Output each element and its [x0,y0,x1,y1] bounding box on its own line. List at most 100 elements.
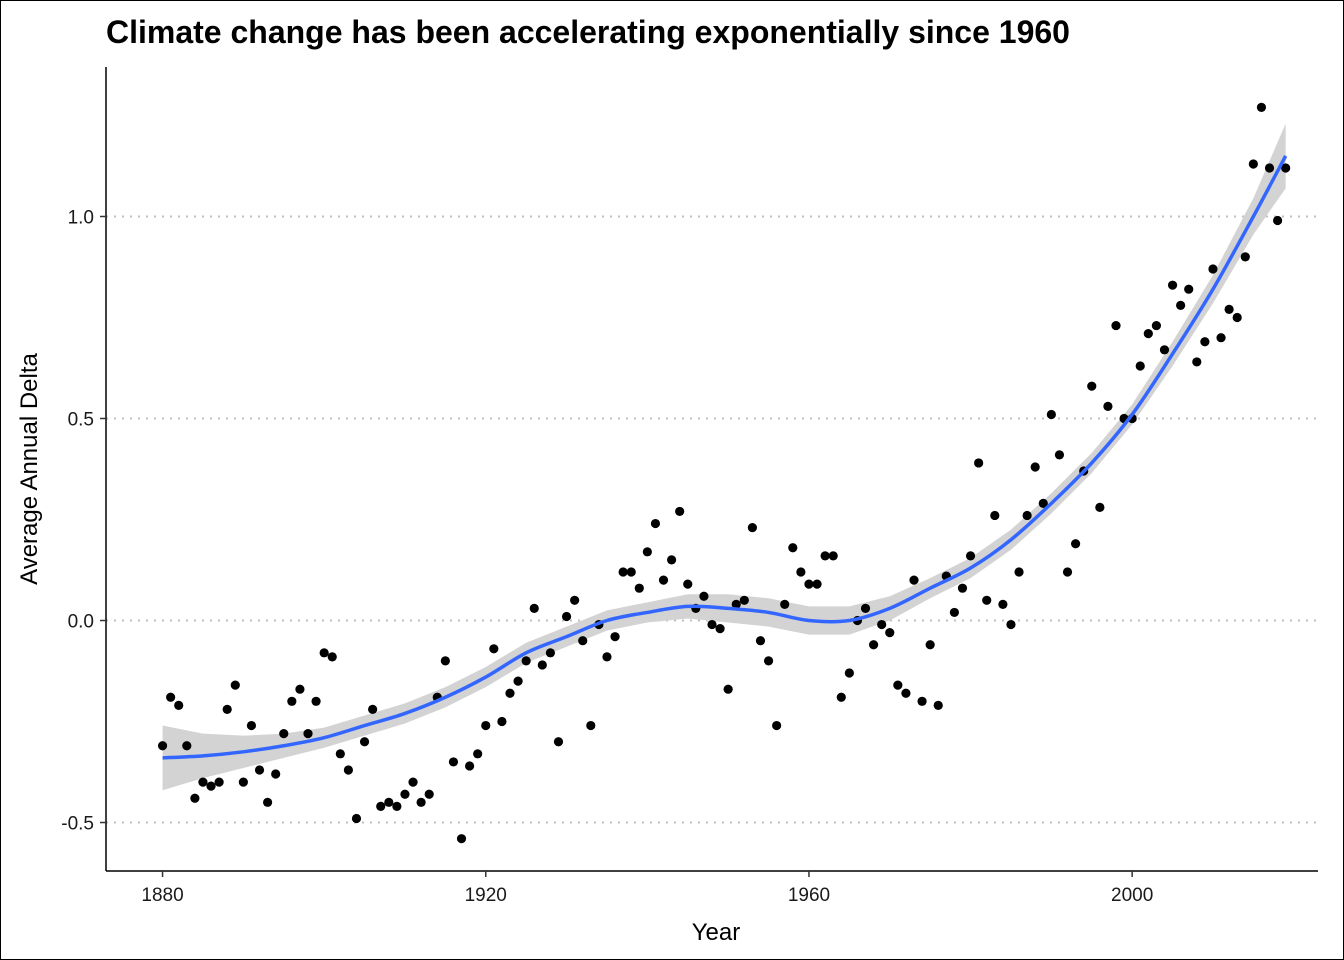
data-point [1240,252,1250,262]
data-point [473,749,483,759]
data-point [553,737,564,747]
data-point [440,656,450,666]
data-point [925,640,935,650]
data-point [1087,381,1097,391]
y-axis-label: Average Annual Delta [16,352,43,584]
data-point [877,619,887,630]
data-point [368,704,378,714]
data-point [271,769,281,779]
data-point [1167,280,1178,290]
data-point [279,729,289,739]
data-point [885,628,895,638]
y-tick-label: 0.0 [68,612,94,633]
data-point [1014,567,1024,577]
data-point [804,579,814,589]
data-point [618,567,628,577]
x-tick-label: 2000 [1111,885,1153,906]
data-point [448,757,459,767]
y-tick-label: 1.0 [68,207,94,228]
data-point [683,579,693,589]
data-point [1151,320,1161,331]
data-point [1264,163,1275,173]
data-point [222,704,232,714]
data-point [1281,163,1291,173]
data-point [869,640,879,650]
data-point [416,797,426,807]
data-point [1030,462,1040,472]
data-point [570,595,580,605]
data-point [1216,333,1226,343]
data-point [667,555,677,565]
x-tick-label: 1880 [141,885,183,906]
data-point [230,680,240,690]
data-point [198,777,208,787]
data-point [1095,502,1105,512]
data-point [820,551,830,561]
data-point [723,684,733,694]
data-point [610,632,620,642]
data-point [715,623,725,634]
data-point [465,761,475,771]
data-point [1256,102,1267,113]
data-point [747,522,758,533]
data-point [424,789,434,799]
data-point [990,510,1000,521]
data-point [901,688,911,698]
data-point [529,603,539,613]
x-tick-label: 1920 [465,885,507,906]
data-point [335,749,345,759]
data-point [812,579,822,589]
data-point [707,619,717,630]
x-tick-label: 1960 [788,885,830,906]
data-point [796,567,806,577]
data-point [998,599,1008,609]
data-point [780,599,790,609]
data-point [343,765,353,775]
data-point [893,680,903,690]
data-point [400,789,410,799]
data-point [295,684,305,694]
data-point [561,611,572,622]
data-point [933,700,943,710]
data-point [254,765,265,775]
data-point [699,591,709,601]
data-point [359,737,370,747]
data-point [1054,450,1065,460]
data-point [788,543,798,553]
data-point [246,720,257,731]
data-point [1176,300,1186,310]
data-point [1135,361,1145,371]
data-point [642,547,652,557]
data-point [602,652,612,662]
data-point [974,458,984,468]
data-point [658,575,669,585]
y-ticks: -0.5 0.0 0.5 1.0 [61,207,106,835]
data-point [586,720,596,731]
data-point [1046,409,1056,420]
data-point [206,781,216,791]
data-point [739,595,749,605]
data-point [497,716,507,727]
data-point [1071,539,1081,549]
data-point [157,741,168,751]
data-point [408,777,418,787]
data-point [675,506,685,517]
data-point [1200,337,1210,347]
data-point [1159,345,1170,355]
data-point [513,676,523,686]
data-point [489,644,499,654]
data-point [287,696,297,706]
data-point [1006,619,1016,630]
data-point [1273,215,1283,226]
data-point [351,813,362,824]
data-point [755,636,766,646]
data-point [481,720,491,731]
data-point [634,583,644,593]
data-point [311,696,321,706]
data-point [763,656,774,666]
data-point [860,603,871,613]
data-point [319,648,329,658]
y-tick-label: 0.5 [68,409,94,430]
data-point [844,668,854,678]
